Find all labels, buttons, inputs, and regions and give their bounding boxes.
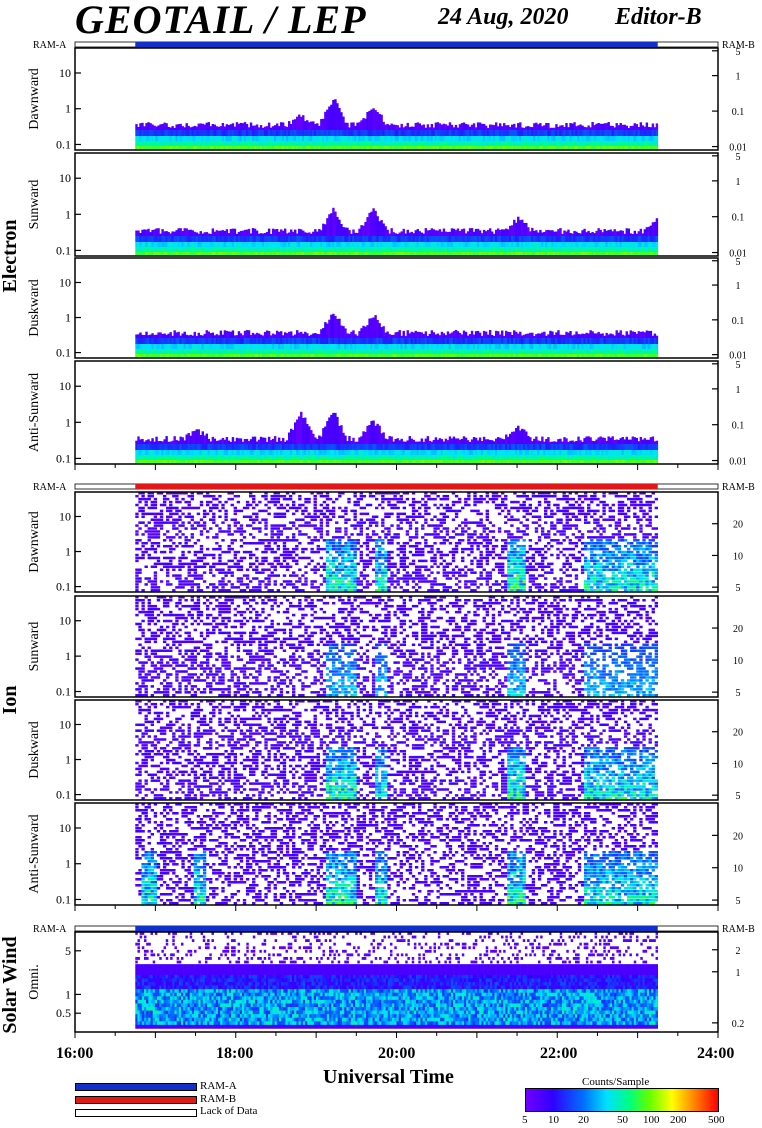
- spectrogram-cell: [656, 344, 658, 349]
- y-tick-label: 10: [59, 275, 71, 289]
- y2-tick-label: 0.1: [732, 213, 745, 224]
- y2-tick-label: 0.1: [732, 107, 745, 118]
- y2-tick-label: 5: [736, 152, 741, 163]
- spectrogram-cell: [656, 136, 658, 141]
- spectrogram-cell: [656, 247, 658, 252]
- panel-label: Sunward: [27, 180, 42, 230]
- panel-label: Duskward: [27, 279, 42, 337]
- y2-tick-label: 1: [736, 72, 741, 83]
- y-tick-label: 1: [65, 207, 71, 221]
- y2-tick-label: 5: [736, 257, 741, 268]
- spectrogram-cell: [656, 141, 658, 146]
- y2-tick-label: 1: [736, 177, 741, 188]
- spectrogram-cell: [656, 336, 658, 338]
- spectrogram-cell: [656, 130, 658, 136]
- y-tick-label: 1: [65, 311, 71, 325]
- y-tick-label: 1: [65, 102, 71, 116]
- y-tick-label: 0.1: [56, 243, 71, 257]
- y-tick-label: 0.1: [56, 346, 71, 360]
- y2-tick-label: 1: [736, 281, 741, 292]
- y-tick-label: 0.1: [56, 137, 71, 151]
- y-tick-label: 10: [59, 171, 71, 185]
- panel-label: Dawnward: [27, 68, 42, 129]
- spectrogram-cell: [656, 349, 658, 354]
- spectrogram-cell: [656, 218, 658, 236]
- y2-tick-label: 0.1: [732, 316, 745, 327]
- y-tick-label: 10: [59, 66, 71, 80]
- spectrogram-cell: [656, 242, 658, 247]
- spectrogram-chart: 1010.1510.10.01Dawnward1010.1510.10.01Su…: [0, 0, 762, 1128]
- spectrogram-cell: [656, 123, 658, 130]
- spectrogram-cell: [656, 236, 658, 242]
- spectrogram-cell: [656, 338, 658, 344]
